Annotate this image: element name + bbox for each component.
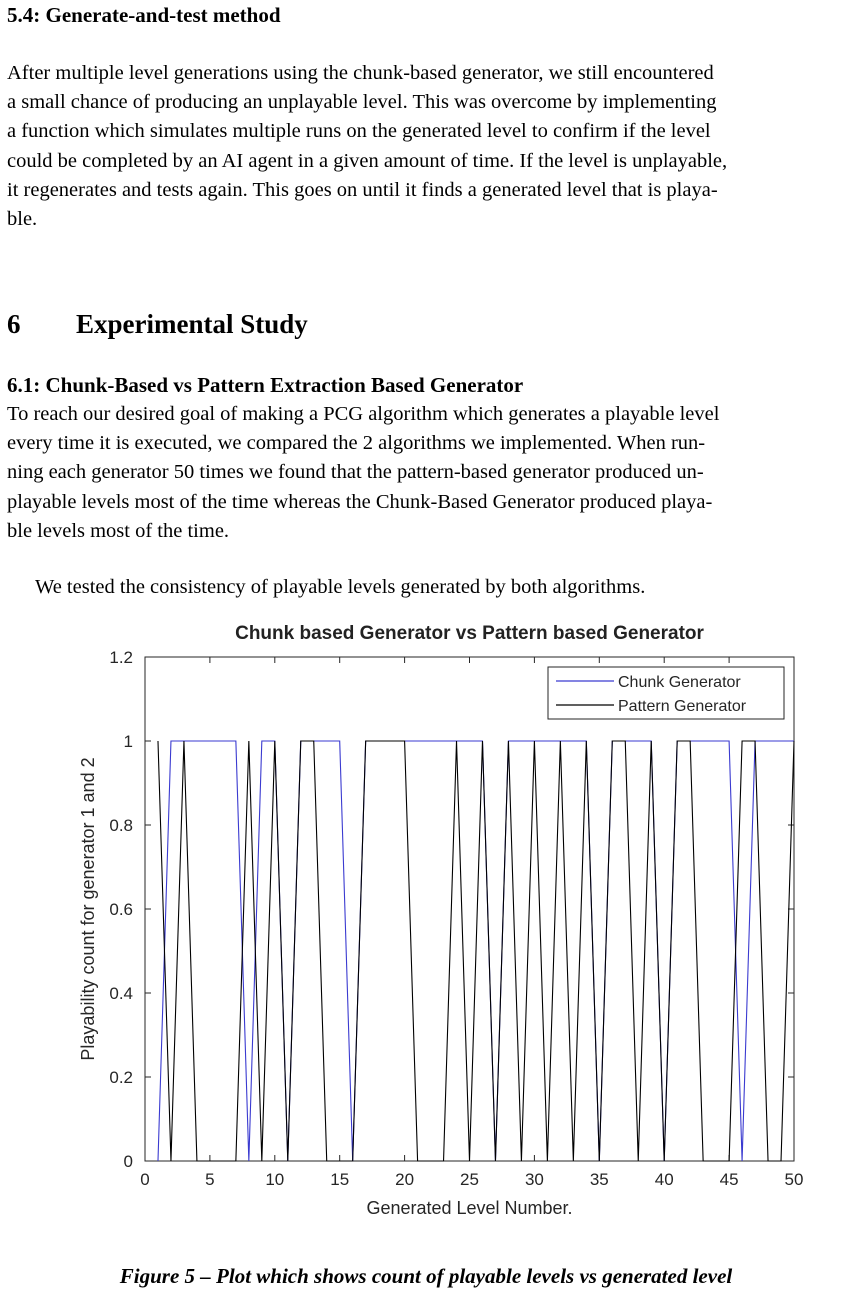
plot-frame (144, 656, 795, 1162)
section-5-4-body: After multiple level generations using t… (7, 59, 845, 234)
section-number: 6 (7, 309, 21, 339)
section-title: Experimental Study (76, 309, 308, 339)
x-tick-label: 20 (395, 1170, 414, 1189)
x-axis-label: Generated Level Number. (366, 1198, 572, 1218)
x-tick-label: 50 (785, 1170, 804, 1189)
x-tick-label: 25 (460, 1170, 479, 1189)
section-6-heading: 6 Experimental Study (7, 309, 308, 340)
chart-intro-text: We tested the consistency of playable le… (35, 576, 646, 598)
body-line: every time it is executed, we compared t… (7, 432, 706, 455)
body-line: ning each generator 50 times we found th… (7, 461, 704, 484)
body-line: After multiple level generations using t… (7, 62, 714, 84)
x-tick-label: 0 (140, 1170, 149, 1189)
series-line-pattern-generator (157, 740, 795, 1162)
section-6-1-body: To reach our desired goal of making a PC… (7, 400, 845, 546)
legend-entry: Pattern Generator (618, 698, 747, 715)
playability-line-chart: Chunk based Generator vs Pattern based G… (78, 623, 804, 1218)
body-line: To reach our desired goal of making a PC… (7, 403, 720, 425)
y-tick-label: 0.2 (109, 1068, 133, 1087)
body-line: playable levels most of the time whereas… (7, 490, 713, 513)
x-tick-label: 40 (655, 1170, 674, 1189)
x-tick-label: 10 (265, 1170, 284, 1189)
x-tick-label: 35 (590, 1170, 609, 1189)
section-6-1-heading: 6.1: Chunk-Based vs Pattern Extraction B… (7, 373, 524, 397)
x-tick-label: 5 (205, 1170, 214, 1189)
legend-box (547, 666, 785, 720)
x-tick-label: 30 (525, 1170, 544, 1189)
figure-caption: Figure 5 – Plot which shows count of pla… (119, 1264, 733, 1288)
y-tick-label: 0.6 (109, 900, 133, 919)
y-tick-label: 1.2 (109, 648, 133, 667)
y-axis-label: Playability count for generator 1 and 2 (78, 757, 98, 1060)
y-tick-label: 0.8 (109, 816, 133, 835)
section-5-4-heading: 5.4: Generate-and-test method (7, 3, 281, 27)
body-line: a small chance of producing an unplayabl… (7, 91, 717, 114)
body-line: a function which simulates multiple runs… (7, 120, 711, 143)
body-line: it regenerates and tests again. This goe… (7, 178, 718, 201)
y-tick-label: 0 (124, 1152, 133, 1171)
body-line: ble. (7, 208, 38, 231)
chart-title: Chunk based Generator vs Pattern based G… (235, 623, 704, 644)
y-tick-label: 0.4 (109, 984, 133, 1003)
body-line: ble levels most of the time. (7, 519, 230, 542)
y-tick-label: 1 (124, 732, 133, 751)
body-line: could be completed by an AI agent in a g… (7, 149, 728, 172)
legend-entry: Chunk Generator (618, 674, 741, 691)
x-tick-label: 45 (720, 1170, 739, 1189)
x-tick-label: 15 (330, 1170, 349, 1189)
